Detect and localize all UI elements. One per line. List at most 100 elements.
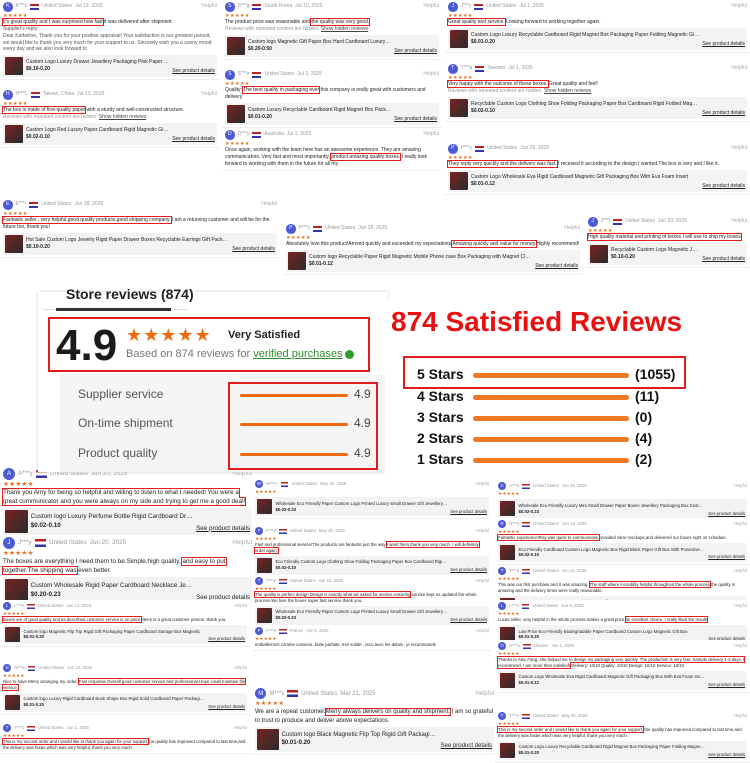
helpful-button[interactable]: Helpful xyxy=(233,725,247,731)
see-product-details-link[interactable]: See product details xyxy=(232,246,275,252)
product-card[interactable]: Hot Sale Custom Logo Jewelry Rigid Paper… xyxy=(3,232,277,255)
product-card[interactable]: Wholesale Eco Friendly Luxury Mini Small… xyxy=(498,498,747,519)
product-card[interactable]: Custom logo Magnetic Flip Top Rigid Gift… xyxy=(3,624,247,645)
helpful-button[interactable]: Helpful xyxy=(201,91,217,98)
review-card: S S***g South Korea Jul 10, 2025 Helpful ★★★★… xyxy=(222,0,442,60)
see-product-details-link[interactable]: See product details xyxy=(708,752,745,758)
see-product-details-link[interactable]: See product details xyxy=(708,554,745,560)
reviewer-name: P***y xyxy=(460,145,473,152)
product-card[interactable]: Custom logo Magnetic Gift Paper Box Hard… xyxy=(225,34,439,57)
helpful-button[interactable]: Helpful xyxy=(475,690,494,697)
product-price: $0.01-0.20 xyxy=(471,39,495,45)
see-product-details-link[interactable]: See product details xyxy=(702,256,745,263)
product-price: $0.01-0.20 xyxy=(281,740,311,747)
helpful-button[interactable]: Helpful xyxy=(475,481,489,487)
reviewer-country: United States xyxy=(37,725,64,731)
review-text: Lucas seller, very helpful in the whole … xyxy=(498,615,747,623)
star-rating-icon: ★★★★★ xyxy=(225,12,250,19)
see-product-details-link[interactable]: See product details xyxy=(708,510,745,516)
see-product-details-link[interactable]: See product details xyxy=(702,110,745,116)
helpful-button[interactable]: Helpful xyxy=(233,665,247,671)
see-product-details-link[interactable]: See product details xyxy=(450,508,487,514)
product-card[interactable]: Custom Logo Luxury Drawer Jewellery Pack… xyxy=(3,55,217,77)
helpful-button[interactable]: Helpful xyxy=(733,643,747,649)
product-card[interactable]: Custom Logo Wholesale Eva Rigid Cardboar… xyxy=(498,670,747,691)
see-product-details-link[interactable]: See product details xyxy=(394,116,437,122)
product-card[interactable]: Custom Logo Red Luxury Paper Cardboard R… xyxy=(3,122,217,145)
review-card: F F***d United States May 28, 2025 Helpful ★★… xyxy=(252,525,492,579)
see-product-details-link[interactable]: See product details xyxy=(450,567,487,573)
helpful-button[interactable]: Helpful xyxy=(423,131,439,138)
helpful-button[interactable]: Helpful xyxy=(232,469,252,477)
avatar: K xyxy=(3,2,13,12)
product-card[interactable]: Custom logo Recyclable Paper Rigid Magne… xyxy=(286,250,580,272)
see-product-details-link[interactable]: See product details xyxy=(440,743,492,750)
helpful-button[interactable]: Helpful xyxy=(733,603,747,609)
sub-rating-value: 4.9 xyxy=(354,446,371,460)
helpful-button[interactable]: Helpful xyxy=(731,3,747,10)
tab-store-reviews[interactable]: Store reviews (874) xyxy=(66,286,194,302)
see-product-details-link[interactable]: See product details xyxy=(208,636,245,642)
review-card: J J***l United States Jun 20, 2025 Helpful ★★… xyxy=(585,215,750,268)
helpful-button[interactable]: Helpful xyxy=(475,628,489,634)
helpful-button[interactable]: Helpful xyxy=(733,521,747,527)
product-card[interactable]: Recyclable Custom Logo Magnetic Jewelry … xyxy=(588,243,747,265)
review-meta: J J***y United States Jul 1, 2025 Helpful xyxy=(448,2,747,12)
helpful-button[interactable]: Helpful xyxy=(733,713,747,719)
see-product-details-link[interactable]: See product details xyxy=(450,617,487,623)
product-card[interactable]: Wholesale Eco Friendly Paper Custom Logo… xyxy=(255,605,489,626)
review-text: Fast and professional service!The produc… xyxy=(254,540,489,554)
verified-purchases-link[interactable]: verified purchases xyxy=(253,348,343,360)
review-date: Jun 10, 2025 xyxy=(67,665,93,671)
helpful-button[interactable]: Helpful xyxy=(232,538,252,546)
review-text: It's great quality and I was surprised h… xyxy=(2,18,217,27)
show-hidden-reviews-link[interactable]: Show hidden reviews xyxy=(320,26,369,32)
helpful-button[interactable]: Helpful xyxy=(731,145,747,152)
product-card[interactable]: Custom logo Luxury Perfume Bottle Rigid … xyxy=(3,508,252,536)
helpful-button[interactable]: Helpful xyxy=(475,528,489,534)
product-card[interactable]: Custom logo Luxury Rigid Cardboard Book … xyxy=(3,692,247,713)
helpful-button[interactable]: Helpful xyxy=(423,3,439,10)
helpful-button[interactable]: Helpful xyxy=(733,568,747,574)
review-highlight: The best quality in packaging ever xyxy=(242,86,321,95)
product-card[interactable]: Custom Wholesale Rigid Paper Cardboard N… xyxy=(3,577,252,605)
see-product-details-link[interactable]: See product details xyxy=(708,636,745,642)
see-product-details-link[interactable]: See product details xyxy=(172,136,215,142)
see-product-details-link[interactable]: See product details xyxy=(208,704,245,710)
helpful-button[interactable]: Helpful xyxy=(731,65,747,72)
star-rating-icon: ★★★★★ xyxy=(3,733,25,739)
product-card[interactable]: Low Price Eco-Friendly Biodegradable Pap… xyxy=(498,624,747,645)
verified-check-icon xyxy=(345,349,355,359)
product-card[interactable]: Custom Logo Luxury Recyclable Cardboard … xyxy=(498,740,747,761)
helpful-button[interactable]: Helpful xyxy=(233,603,247,609)
reviewer-name: E***r xyxy=(15,201,27,208)
star-bar xyxy=(473,395,629,400)
product-card[interactable]: Wholesale Eco Friendly Paper Custom Logo… xyxy=(255,496,489,517)
see-product-details-link[interactable]: See product details xyxy=(196,593,250,601)
review-meta: H H***L Taiwan, China Jul 13, 2025 Helpful xyxy=(3,90,217,100)
see-product-details-link[interactable]: See product details xyxy=(535,263,578,270)
show-hidden-reviews-link[interactable]: Show hidden reviews xyxy=(98,114,147,120)
see-product-details-link[interactable]: See product details xyxy=(196,524,250,532)
see-product-details-link[interactable]: See product details xyxy=(708,682,745,688)
helpful-button[interactable]: Helpful xyxy=(423,71,439,78)
product-card[interactable]: Custom Luxury Recyclable Cardboard Rigid… xyxy=(225,102,439,125)
see-product-details-link[interactable]: See product details xyxy=(702,183,745,190)
helpful-button[interactable]: Helpful xyxy=(731,218,747,225)
helpful-button[interactable]: Helpful xyxy=(733,483,747,489)
product-card[interactable]: Eco Friendly Cardboard Custom Logo Magne… xyxy=(498,542,747,563)
see-product-details-link[interactable]: See product details xyxy=(172,68,215,75)
product-card[interactable]: Recyclable Custom Logo Clothing Shoe Fol… xyxy=(448,96,747,119)
product-card[interactable]: Eco Friendly Custom Logo Clothing Shoe F… xyxy=(255,555,489,576)
see-product-details-link[interactable]: See product details xyxy=(702,41,745,48)
helpful-button[interactable]: Helpful xyxy=(475,578,489,584)
product-card[interactable]: Custom Logo Wholesale Eva Rigid Cardboar… xyxy=(448,170,747,192)
helpful-button[interactable]: Helpful xyxy=(261,201,277,208)
show-hidden-reviews-link[interactable]: Show hidden reviews xyxy=(543,88,592,94)
product-card[interactable]: Custom Logo Luxury Recyclable Cardboard … xyxy=(448,28,747,50)
product-card[interactable]: Custom logo Black Magnetic Flip Top Rigi… xyxy=(255,726,494,753)
helpful-button[interactable]: Helpful xyxy=(201,3,217,10)
helpful-button[interactable]: Helpful xyxy=(564,225,580,232)
see-product-details-link[interactable]: See product details xyxy=(394,48,437,54)
reviewer-country: United States xyxy=(532,603,559,609)
